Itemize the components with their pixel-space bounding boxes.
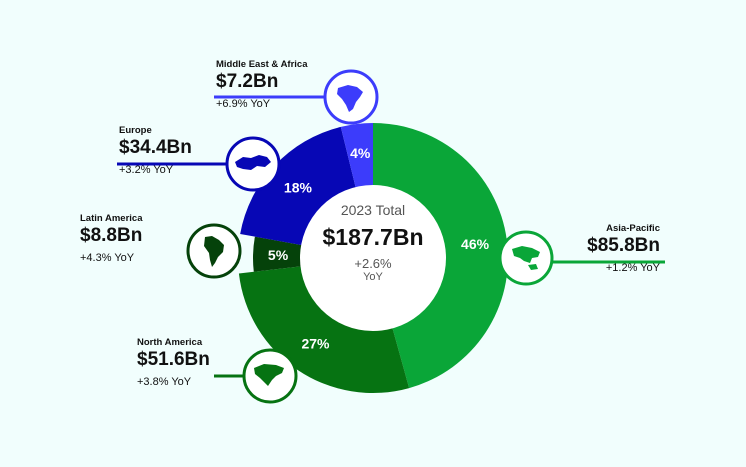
north-america-map-icon-shape	[254, 364, 284, 386]
latin-america-map-icon-shape	[204, 236, 224, 267]
region-yoy: +6.9% YoY	[216, 98, 271, 110]
region-value: $34.4Bn	[119, 137, 192, 158]
asia-pacific-map-icon	[512, 246, 540, 270]
middle-east-africa-map-icon-shape	[337, 85, 363, 112]
region-name: Asia-Pacific	[606, 223, 660, 234]
middle-east-africa-map-icon	[337, 85, 363, 112]
label-asia-pacific: Asia-Pacific $85.8Bn +1.2% YoY	[587, 223, 660, 275]
europe-map-icon-shape	[235, 155, 271, 170]
region-value: $7.2Bn	[216, 71, 279, 92]
region-yoy: +3.2% YoY	[119, 164, 174, 176]
label-europe: Europe $34.4Bn +3.2% YoY	[119, 125, 192, 177]
region-name: Middle East & Africa	[216, 59, 308, 70]
center-total-value: $187.7Bn	[322, 224, 424, 250]
slice-percent-label: 4%	[350, 145, 371, 161]
region-value: $51.6Bn	[137, 349, 210, 370]
center-growth: +2.6%	[354, 256, 392, 271]
label-latin-america: Latin America $8.8Bn +4.3% YoY	[80, 213, 142, 265]
latin-america-map-icon	[204, 236, 224, 267]
region-yoy: +1.2% YoY	[605, 262, 660, 274]
slice-percent-label: 18%	[284, 179, 313, 195]
region-name: Latin America	[80, 213, 143, 224]
region-name: North America	[137, 337, 203, 348]
slice-percent-label: 46%	[461, 236, 490, 252]
region-name: Europe	[119, 125, 152, 136]
slice-percent-label: 27%	[301, 335, 330, 351]
center-year-label: 2023 Total	[340, 202, 406, 218]
donut-center-hole	[300, 185, 446, 331]
label-north-america: North America $51.6Bn +3.8% YoY	[137, 337, 210, 389]
region-yoy: +3.8% YoY	[137, 376, 192, 388]
slice-percent-label: 5%	[268, 247, 289, 263]
region-yoy: +4.3% YoY	[80, 252, 135, 264]
region-value: $8.8Bn	[80, 225, 143, 246]
europe-map-icon	[235, 155, 271, 170]
north-america-map-icon	[254, 364, 284, 386]
label-middle-east-africa: Middle East & Africa $7.2Bn +6.9% YoY	[216, 59, 308, 111]
region-value: $85.8Bn	[587, 235, 660, 256]
center-growth-unit: YoY	[363, 271, 383, 283]
donut-center-summary: 2023 Total $187.7Bn +2.6% YoY	[300, 202, 446, 283]
asia-pacific-map-icon-shape	[512, 246, 540, 270]
